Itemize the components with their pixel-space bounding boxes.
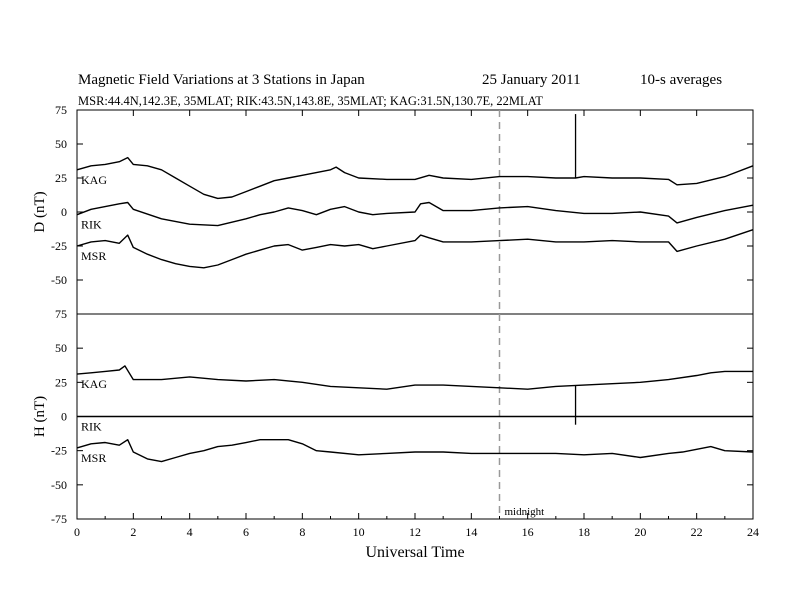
series-label-msr: MSR	[81, 451, 106, 465]
y-tick-label: 75	[55, 103, 67, 117]
chart-title: Magnetic Field Variations at 3 Stations …	[78, 72, 365, 88]
y-tick-label: 50	[55, 341, 67, 355]
series-line-rik	[76, 201, 754, 227]
x-tick-label: 12	[409, 525, 421, 539]
x-tick-label: 8	[299, 525, 305, 539]
chart-averaging: 10-s averages	[640, 72, 723, 88]
x-tick-label: 10	[353, 525, 365, 539]
series-label-kag: KAG	[81, 377, 107, 391]
midnight-label: midnight	[505, 506, 545, 518]
chart-date: 25 January 2011	[482, 72, 581, 88]
y-tick-label: 25	[55, 375, 67, 389]
series-line-msr	[76, 439, 754, 463]
y-axis-label: H (nT)	[32, 396, 48, 437]
series-label-kag: KAG	[81, 173, 107, 187]
y-axis-label: D (nT)	[32, 191, 48, 232]
x-tick-label: 22	[691, 525, 703, 539]
y-tick-label: -50	[51, 478, 67, 492]
y-tick-label: 50	[55, 137, 67, 151]
y-tick-label: 75	[55, 307, 67, 321]
series-label-rik: RIK	[81, 218, 102, 232]
x-tick-label: 16	[522, 525, 534, 539]
x-tick-label: 18	[578, 525, 590, 539]
y-tick-label: 25	[55, 171, 67, 185]
y-tick-label: 0	[61, 205, 67, 219]
x-tick-label: 20	[634, 525, 646, 539]
series-line-kag	[76, 156, 754, 200]
x-tick-label: 2	[130, 525, 136, 539]
y-tick-label: -25	[51, 239, 67, 253]
x-tick-label: 24	[747, 525, 759, 539]
series-line-msr	[76, 229, 754, 269]
series-label-rik: RIK	[81, 420, 102, 434]
x-tick-label: 14	[465, 525, 477, 539]
series-line-kag	[76, 365, 753, 390]
x-tick-label: 0	[74, 525, 80, 539]
x-axis-label: Universal Time	[365, 544, 464, 561]
series-label-msr: MSR	[81, 249, 106, 263]
x-tick-label: 4	[187, 525, 193, 539]
y-tick-label: -25	[51, 444, 67, 458]
chart-subtitle: MSR:44.4N,142.3E, 35MLAT; RIK:43.5N,143.…	[78, 94, 543, 108]
y-tick-label: -50	[51, 273, 67, 287]
y-tick-label: 0	[61, 410, 67, 424]
x-tick-label: 6	[243, 525, 249, 539]
y-tick-label: -75	[51, 512, 67, 526]
